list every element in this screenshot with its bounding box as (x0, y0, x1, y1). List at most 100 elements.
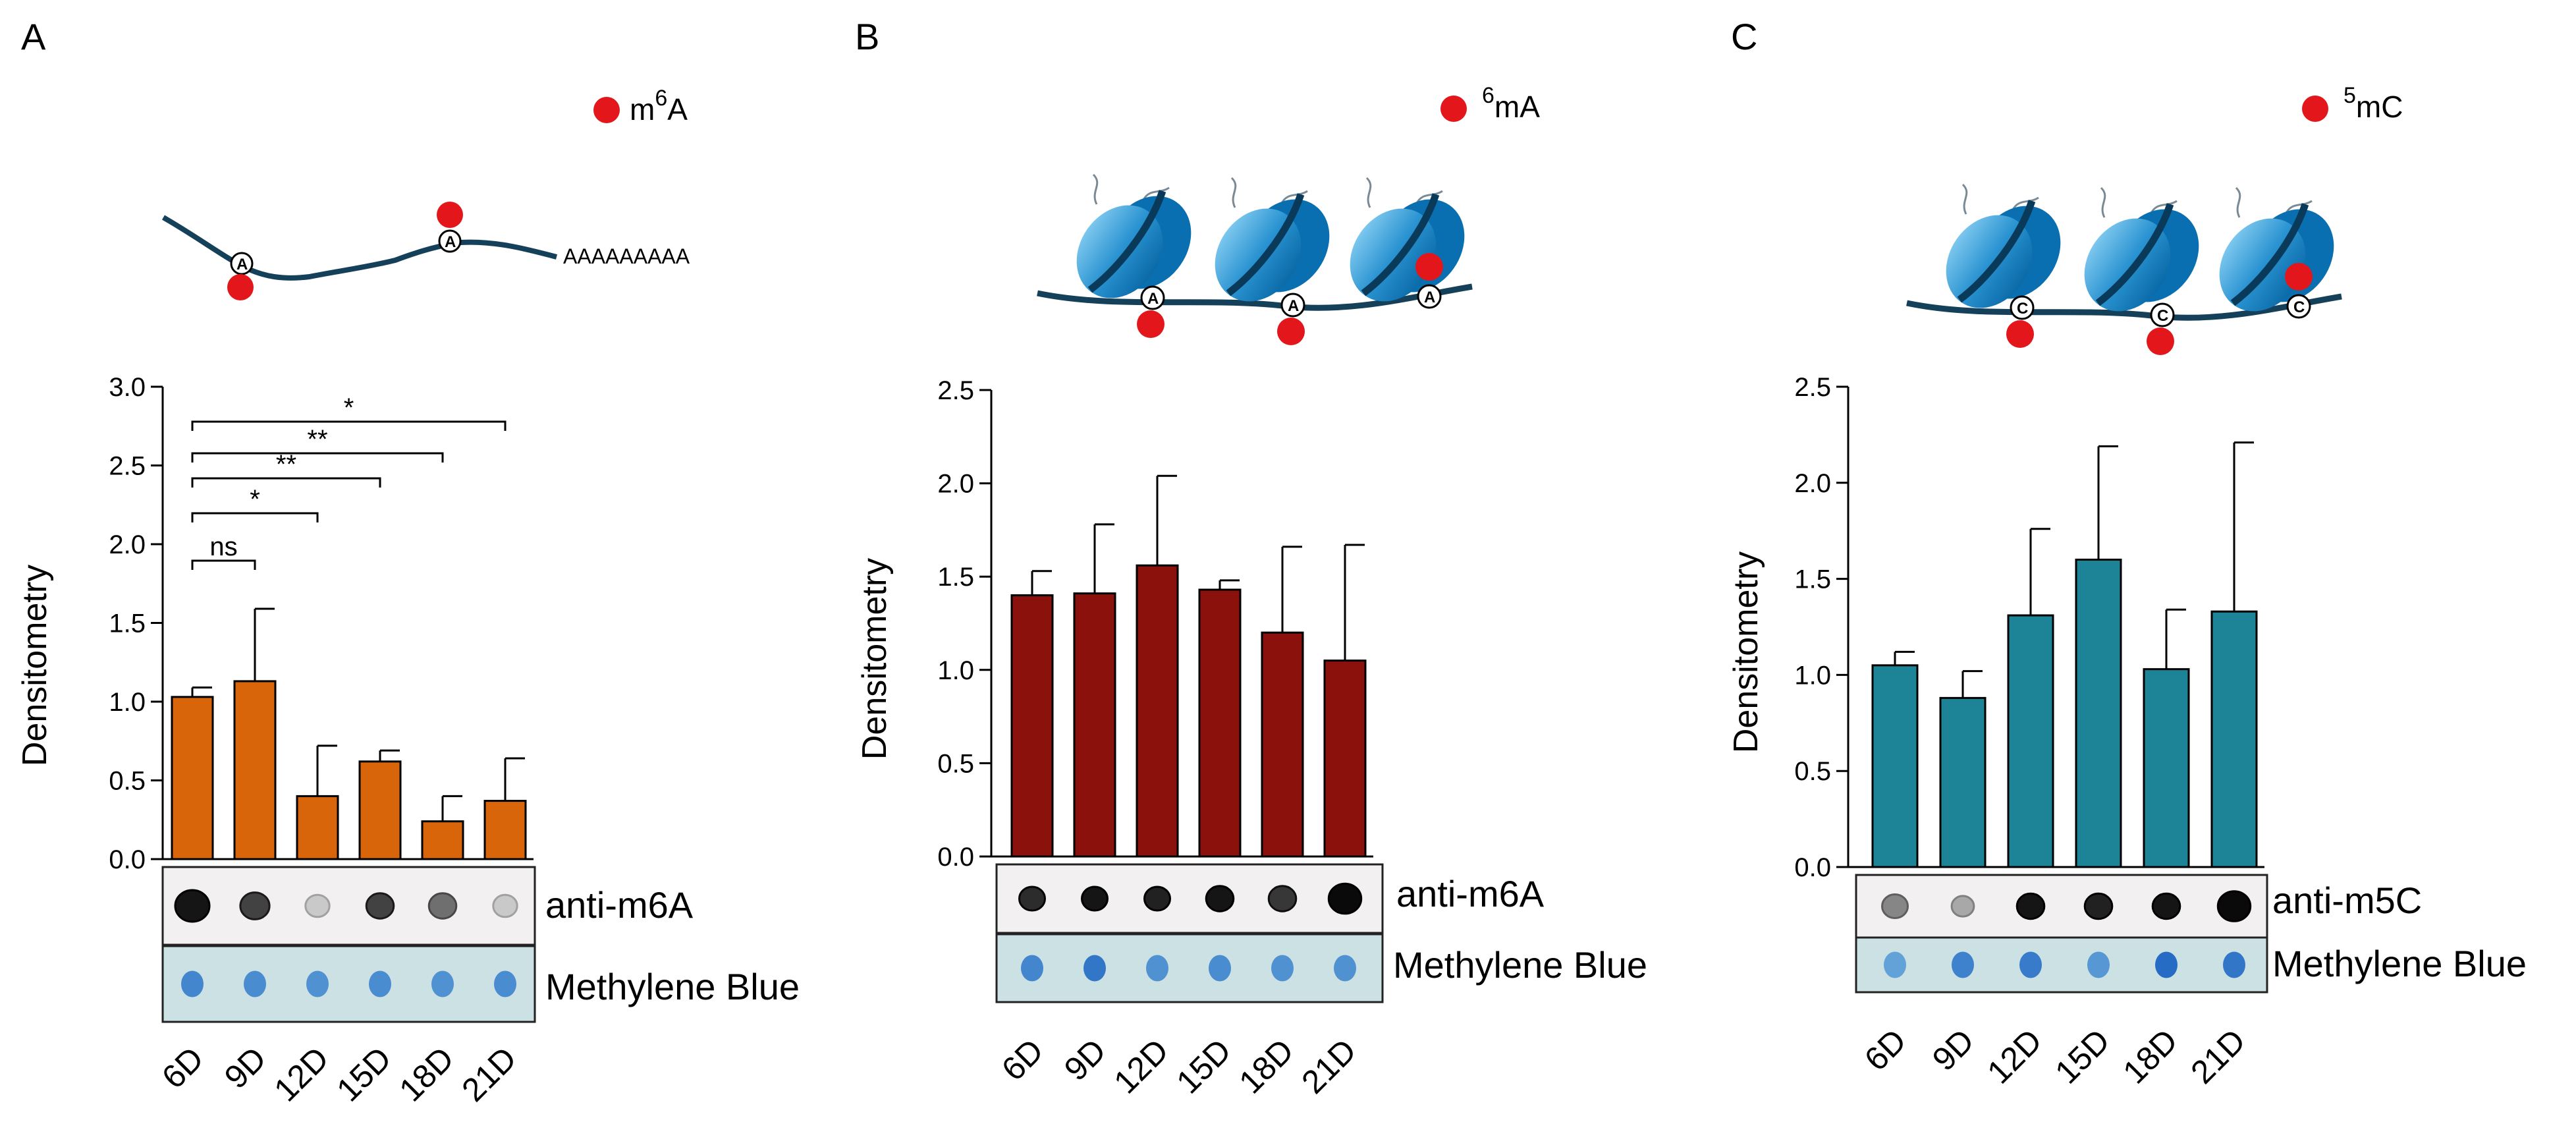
modified-base-letter: A (236, 256, 248, 273)
blot-dot (1950, 895, 1975, 918)
methyl-mark-icon (1137, 310, 1165, 338)
y-tick-label: 1.5 (937, 563, 974, 592)
y-tick-label: 0.5 (937, 749, 974, 778)
x-tick-label: 6D (1857, 1022, 1913, 1078)
y-tick-label: 1.0 (109, 688, 146, 717)
stain-dot (494, 970, 516, 997)
blot-membrane (995, 863, 1384, 934)
legend-marker-b (1440, 96, 1467, 122)
x-tick-label: 21D (1294, 1032, 1363, 1100)
bar (1136, 564, 1179, 858)
significance-label: ** (276, 450, 296, 479)
legend-text-c-sup: 5 (2343, 83, 2356, 108)
y-tick-label: 2.0 (937, 470, 974, 499)
modified-base-letter: A (445, 233, 456, 251)
blot-label-b-top: anti-m6A (1396, 873, 1545, 914)
x-tick-label: 21D (454, 1040, 523, 1108)
blot-dot (1327, 882, 1363, 915)
bar (296, 795, 339, 860)
modified-base-icon (230, 252, 254, 275)
dna-wrap (1361, 193, 1440, 296)
y-tick-label: 2.5 (1794, 373, 1831, 402)
significance-bracket (191, 420, 507, 431)
significance-label: ns (209, 532, 237, 561)
bar (1073, 592, 1116, 858)
y-tick-label: 1.0 (1794, 661, 1831, 690)
modified-base-icon (2010, 295, 2035, 320)
x-tick-label: 15D (2048, 1022, 2116, 1090)
x-tick-label: 21D (2183, 1022, 2252, 1090)
bar (1010, 594, 1054, 858)
stain-dot (2087, 951, 2110, 978)
modified-base-icon (438, 229, 462, 253)
y-tick-label: 2.0 (1794, 469, 1831, 498)
methyl-mark-icon (2147, 327, 2174, 355)
panel-label-b: B (855, 16, 879, 57)
methyl-mark-icon (227, 274, 254, 300)
significance-label: * (344, 393, 354, 422)
blot-dot (304, 893, 331, 918)
blot-dot (1205, 885, 1235, 912)
blot-dot (1881, 893, 1909, 919)
mrna-schematic: A A AAAAAAAAA (162, 202, 690, 300)
bar (2007, 614, 2054, 868)
blot-label-c-bottom: Methylene Blue (2272, 943, 2527, 984)
y-axis-label-c: Densitometry (1727, 551, 1765, 753)
significance-bracket (191, 477, 381, 488)
significance-bracket (191, 559, 256, 570)
x-tick-label: 9D (1057, 1032, 1113, 1088)
y-tick-label: 2.0 (109, 530, 146, 559)
stain-dot (431, 970, 454, 997)
x-tick-label: 12D (267, 1040, 335, 1108)
stain-dot (1271, 955, 1294, 982)
significance-label: * (250, 485, 260, 514)
bar (483, 800, 527, 860)
stain-dot (1083, 955, 1106, 982)
stain-dot (1209, 955, 1231, 982)
modified-base-letter: C (2017, 300, 2028, 318)
panel-label-c: C (1731, 16, 1757, 57)
bar (2210, 610, 2258, 868)
stain-dot (2019, 951, 2042, 978)
y-tick-label: 2.5 (109, 452, 146, 481)
modified-base-icon (2150, 302, 2175, 327)
methyl-mark-icon (1415, 253, 1443, 281)
methyl-mark-icon (437, 202, 463, 228)
bar (1323, 659, 1367, 858)
modified-base-letter: A (1288, 297, 1299, 315)
legend-marker-c (2302, 96, 2328, 122)
bar (1261, 631, 1304, 858)
blot-label-a-top: anti-m6A (545, 884, 694, 926)
blot-dot (427, 892, 458, 920)
x-tick-label: 12D (1980, 1022, 2048, 1090)
significance-bracket (191, 512, 319, 522)
bar (421, 820, 464, 860)
bar (358, 760, 402, 860)
blot-dot (2216, 890, 2252, 922)
dna-wrap (2230, 203, 2309, 306)
stain-dot (1952, 951, 1974, 978)
legend-marker-a (593, 97, 620, 123)
legend-text-c-post: mC (2356, 90, 2403, 124)
y-axis-label-a: Densitometry (16, 565, 54, 766)
modified-base-icon (1417, 284, 1442, 309)
bar (233, 680, 277, 860)
x-tick-label: 12D (1107, 1032, 1175, 1100)
stain-dot (1884, 951, 1906, 978)
legend-text-a-sup: 6 (655, 86, 667, 111)
y-tick-label: 1.0 (937, 656, 974, 685)
x-tick-label: 15D (1169, 1032, 1238, 1100)
significance-bracket (191, 452, 444, 463)
dna-wrap (1087, 190, 1166, 293)
modified-base-icon (1280, 293, 1305, 318)
x-tick-label: 18D (392, 1040, 460, 1108)
y-tick-label: 0.0 (937, 843, 974, 872)
y-tick-label: 3.0 (109, 373, 146, 402)
blot-dot (1267, 885, 1298, 912)
svg-text:m6A: m6A (630, 86, 688, 126)
bar (1198, 588, 1242, 858)
dna-wrap (2095, 203, 2174, 306)
x-tick-label: 9D (1925, 1022, 1981, 1078)
